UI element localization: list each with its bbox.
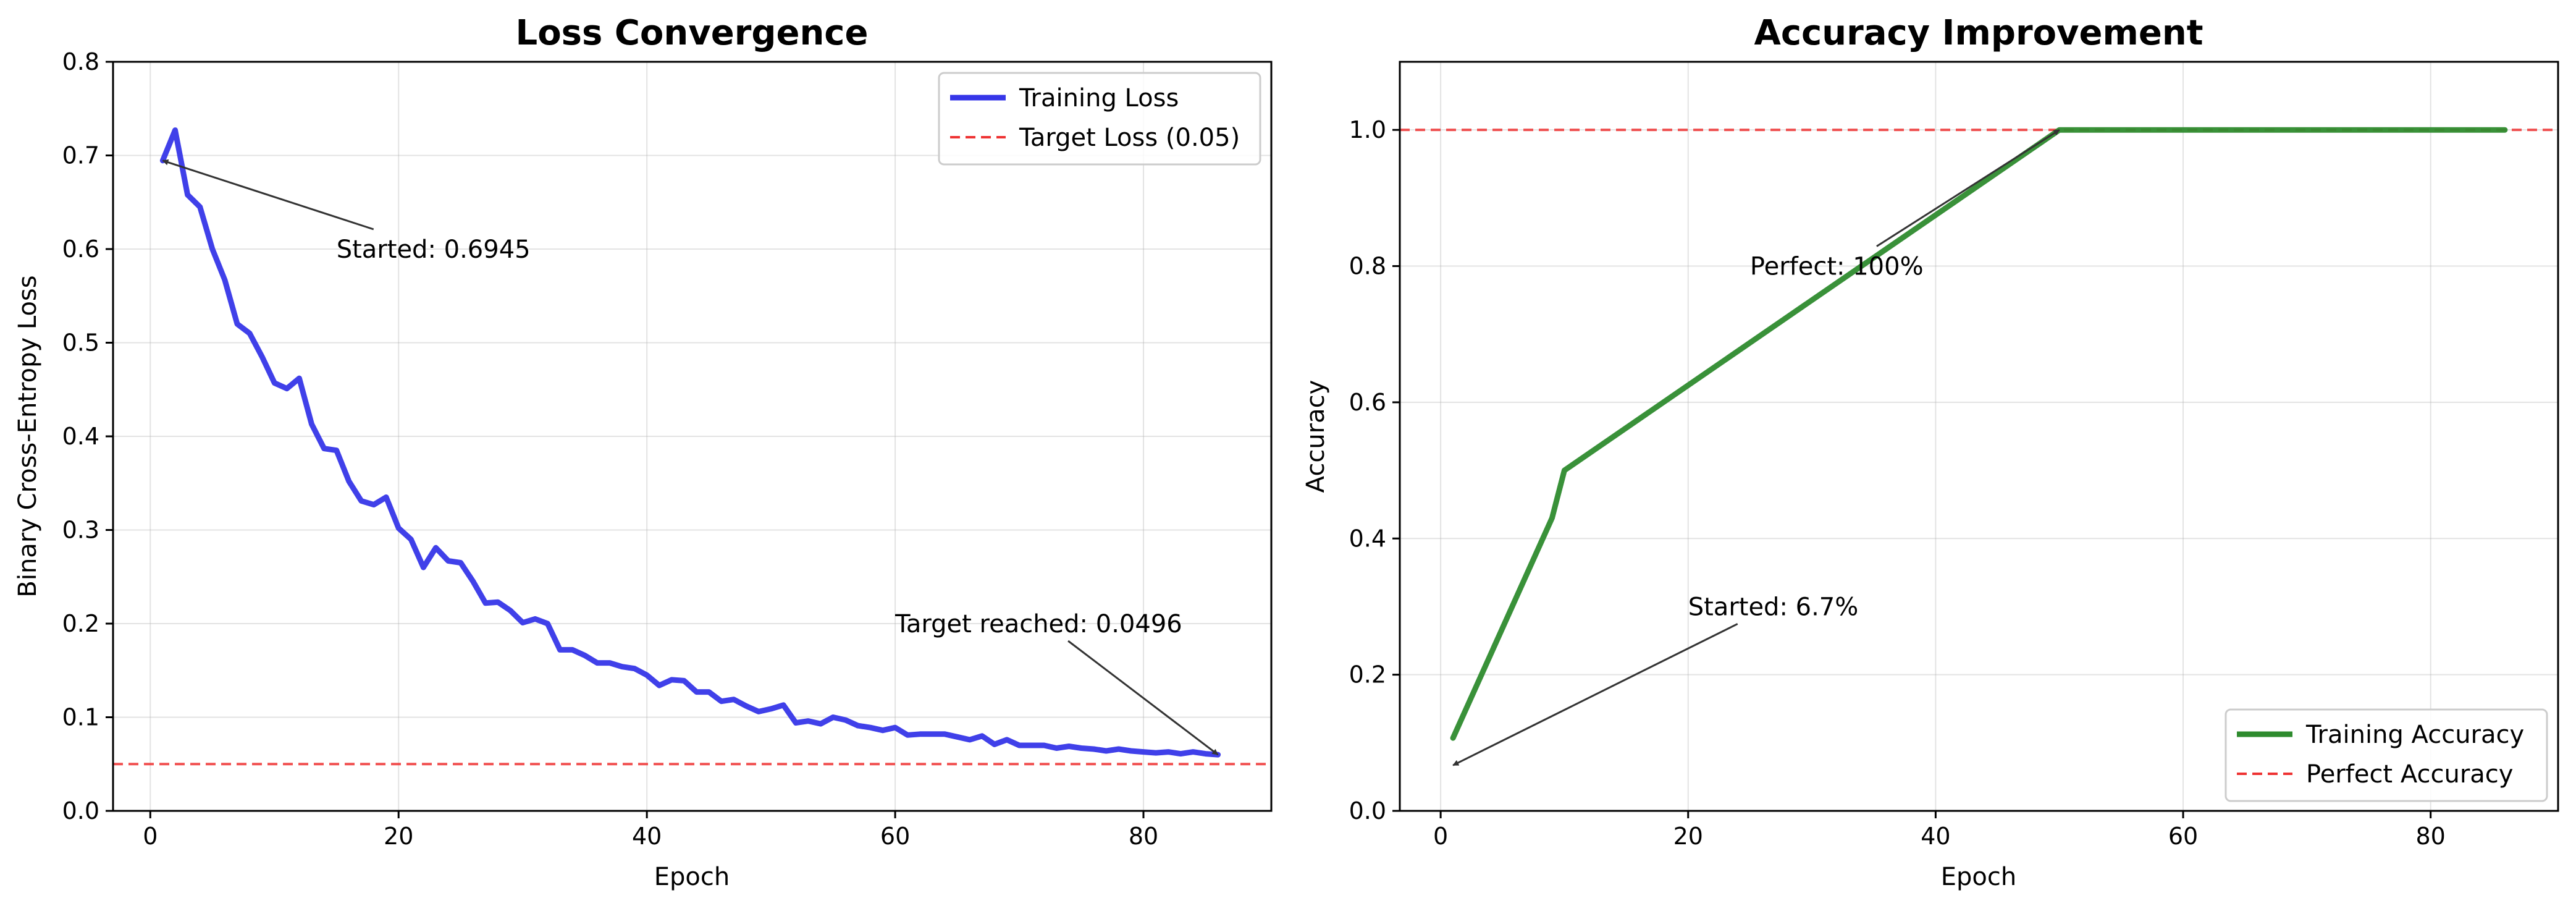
accuracy-chart-annotation-arrow xyxy=(1452,623,1738,766)
loss-chart-data xyxy=(113,127,1271,766)
accuracy-chart-y-tick-label: 0.2 xyxy=(1349,661,1386,689)
accuracy-chart-y-tick-label: 0.4 xyxy=(1349,525,1386,552)
accuracy-chart-annotation-text: Started: 6.7% xyxy=(1688,593,1859,621)
accuracy-chart-annotation-text: Perfect: 100% xyxy=(1750,253,1924,281)
loss-chart-y-tick-label: 0.3 xyxy=(62,517,99,544)
loss-chart-y-tick-label: 0.6 xyxy=(62,235,99,263)
accuracy-chart-y-tick-label: 0.6 xyxy=(1349,389,1386,416)
loss-chart-y-axis-label: Binary Cross-Entropy Loss xyxy=(14,275,42,597)
loss-chart-annotation-text: Target reached: 0.0496 xyxy=(894,610,1182,638)
accuracy-chart-annotations: Perfect: 100% Started: 6.7% xyxy=(1452,129,2060,766)
accuracy-chart-title: Accuracy Improvement xyxy=(1754,13,2203,53)
accuracy-chart-y-axis-label: Accuracy xyxy=(1302,380,1330,493)
loss-chart-y-tick-label: 0.0 xyxy=(62,797,99,824)
loss-chart-y-tick-label: 0.4 xyxy=(62,423,99,450)
accuracy-chart-y-tick-label: 1.0 xyxy=(1349,116,1386,143)
loss-chart-panel: Loss Convergence Started: 0.6945 Target r… xyxy=(14,13,1273,891)
loss-chart-legend-label: Training Loss xyxy=(1019,84,1179,112)
loss-chart-y-tick-label: 0.7 xyxy=(62,142,99,169)
accuracy-chart-plot-frame xyxy=(1399,61,2559,812)
accuracy-chart-series-line xyxy=(1450,127,2508,741)
accuracy-chart-annotation-arrow xyxy=(1876,129,2060,247)
accuracy-chart-x-tick-label: 60 xyxy=(2168,823,2198,850)
loss-chart-x-axis-label: Epoch xyxy=(654,863,730,891)
accuracy-chart-legend: Training Accuracy Perfect Accuracy xyxy=(2225,708,2548,802)
accuracy-chart-x-axis-label: Epoch xyxy=(1941,863,2016,891)
loss-chart-y-tick-label: 0.8 xyxy=(62,48,99,75)
loss-chart-legend-label: Target Loss (0.05) xyxy=(1019,124,1240,152)
accuracy-chart-x-tick-label: 80 xyxy=(2415,823,2445,850)
loss-chart-grid xyxy=(113,61,1271,811)
loss-chart-legend-box xyxy=(938,72,1261,166)
accuracy-chart-data xyxy=(1400,127,2558,741)
accuracy-chart-x-tick-label: 0 xyxy=(1433,823,1448,850)
loss-chart-x-tick-label: 60 xyxy=(880,823,910,850)
accuracy-chart-legend-label: Training Accuracy xyxy=(2305,721,2524,749)
loss-chart-series-line xyxy=(159,127,1221,758)
accuracy-chart-x-tick-label: 40 xyxy=(1921,823,1950,850)
accuracy-chart-ticks: 0 20 40 60 80 0.0 0.2 0.4 0.6 0.8 1.0 xyxy=(1349,116,2446,850)
loss-chart-y-tick-label: 0.2 xyxy=(62,610,99,637)
accuracy-chart-legend-label: Perfect Accuracy xyxy=(2306,760,2513,789)
loss-chart-annotation-arrow xyxy=(162,159,374,231)
loss-chart-x-tick-label: 40 xyxy=(632,823,662,850)
loss-chart-legend: Training Loss Target Loss (0.05) xyxy=(938,72,1261,166)
loss-chart-title: Loss Convergence xyxy=(516,13,869,53)
loss-chart-y-tick-label: 0.1 xyxy=(62,704,99,731)
loss-chart-x-tick-label: 0 xyxy=(143,823,158,850)
accuracy-chart-legend-box xyxy=(2225,708,2548,802)
accuracy-chart-x-tick-label: 20 xyxy=(1673,823,1703,850)
accuracy-chart-y-tick-label: 0.0 xyxy=(1349,797,1386,824)
loss-chart-annotations: Started: 0.6945 Target reached: 0.0496 xyxy=(162,159,1219,756)
loss-chart-y-tick-label: 0.5 xyxy=(62,329,99,357)
loss-chart-annotation-text: Started: 0.6945 xyxy=(337,235,531,264)
accuracy-chart-panel: Accuracy Improvement Perfect: 100% Starte… xyxy=(1302,13,2559,891)
loss-chart-x-tick-label: 80 xyxy=(1129,823,1158,850)
accuracy-chart-grid xyxy=(1400,62,2558,811)
accuracy-chart-y-tick-label: 0.8 xyxy=(1349,253,1386,280)
loss-chart-ticks: 0 20 40 60 80 0.0 0.1 0.2 0.3 0.4 0.5 0.6 0.7 0.8 xyxy=(62,48,1159,850)
loss-chart-x-tick-label: 20 xyxy=(384,823,413,850)
loss-chart-annotation-arrow xyxy=(1067,640,1219,756)
